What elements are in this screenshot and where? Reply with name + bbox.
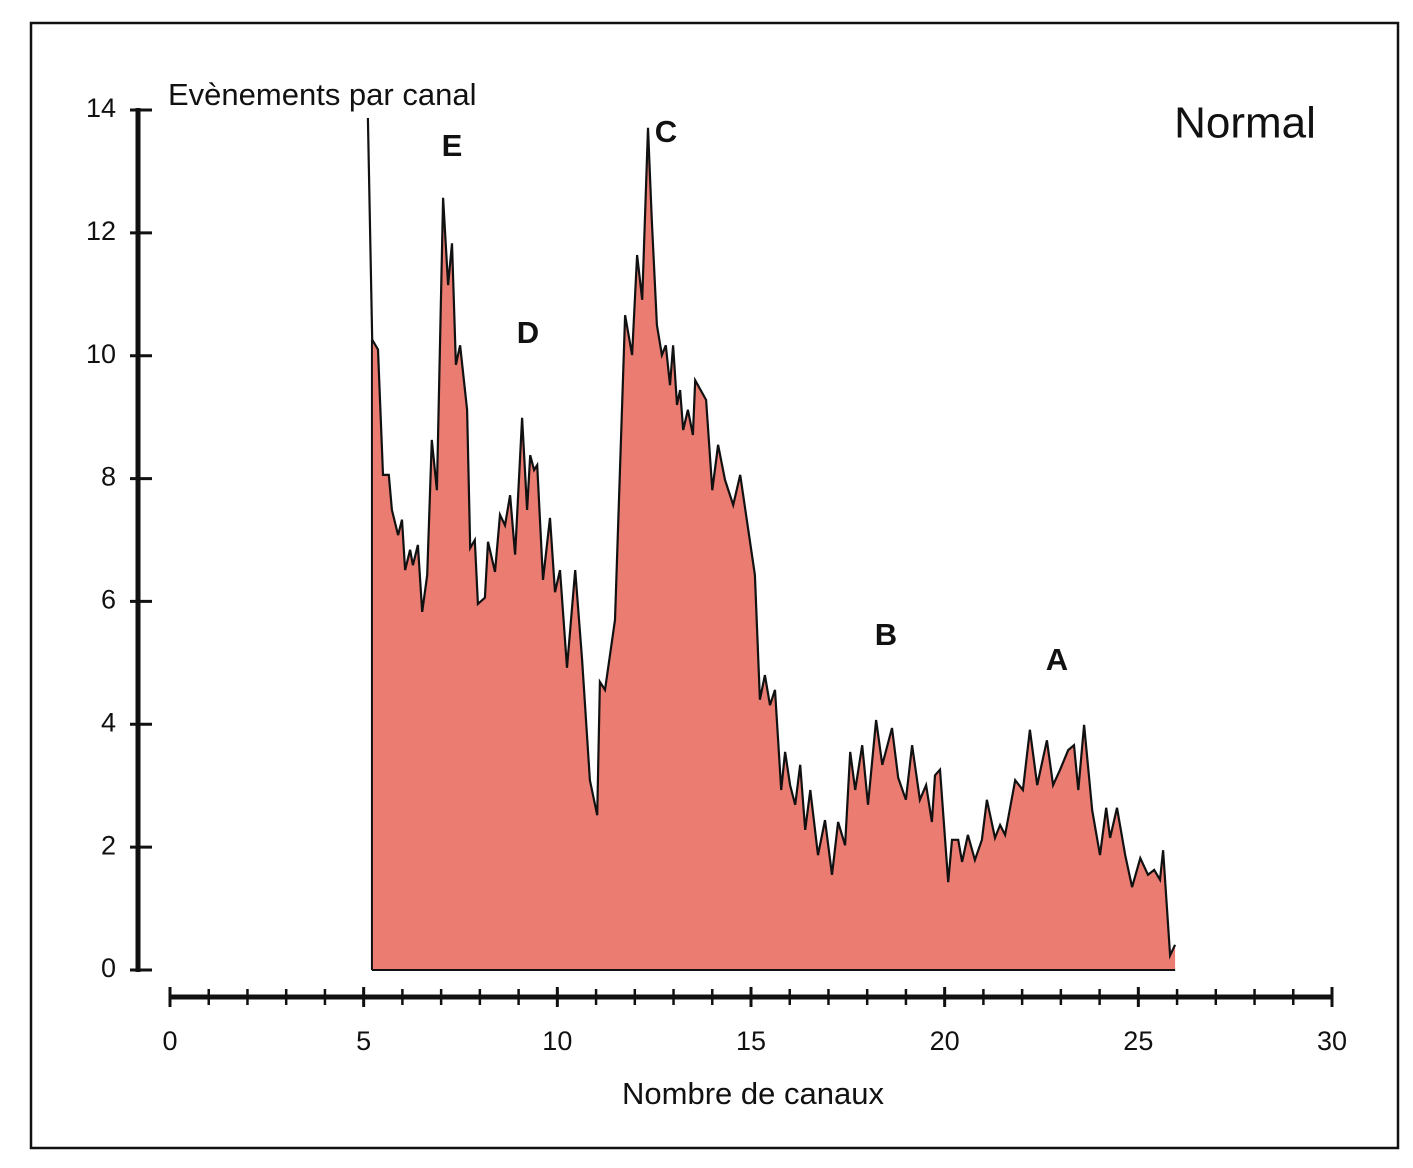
x-axis-label: Nombre de canaux: [622, 1076, 884, 1111]
y-tick-label: 12: [86, 216, 116, 246]
x-tick-label: 0: [162, 1026, 177, 1056]
area-line: [366, 117, 1177, 960]
y-tick-label: 8: [101, 462, 116, 492]
area-fill: [367, 118, 1176, 970]
x-tick-label: 10: [542, 1026, 572, 1056]
chart-title: Normal: [1174, 99, 1316, 148]
y-tick-label: 4: [101, 707, 116, 737]
x-tick-label: 5: [356, 1026, 371, 1056]
peak-label: D: [517, 315, 539, 350]
y-tick-label: 2: [101, 830, 116, 860]
frame: [29, 21, 1400, 1150]
peak-label: C: [655, 114, 677, 149]
y-tick-label: 10: [86, 339, 116, 369]
y-tick-label: 6: [101, 585, 116, 615]
y-axis-label: Evènements par canal: [168, 77, 476, 112]
x-tick-label: 20: [930, 1026, 960, 1056]
y-tick-label: 14: [86, 93, 116, 123]
x-tick-label: 15: [736, 1026, 766, 1056]
peak-label: E: [442, 128, 463, 163]
y-tick-label: 0: [101, 953, 116, 983]
peak-label: A: [1046, 642, 1068, 677]
x-tick-label: 30: [1317, 1026, 1347, 1056]
peak-label: B: [875, 617, 897, 652]
x-tick-label: 25: [1123, 1026, 1153, 1056]
